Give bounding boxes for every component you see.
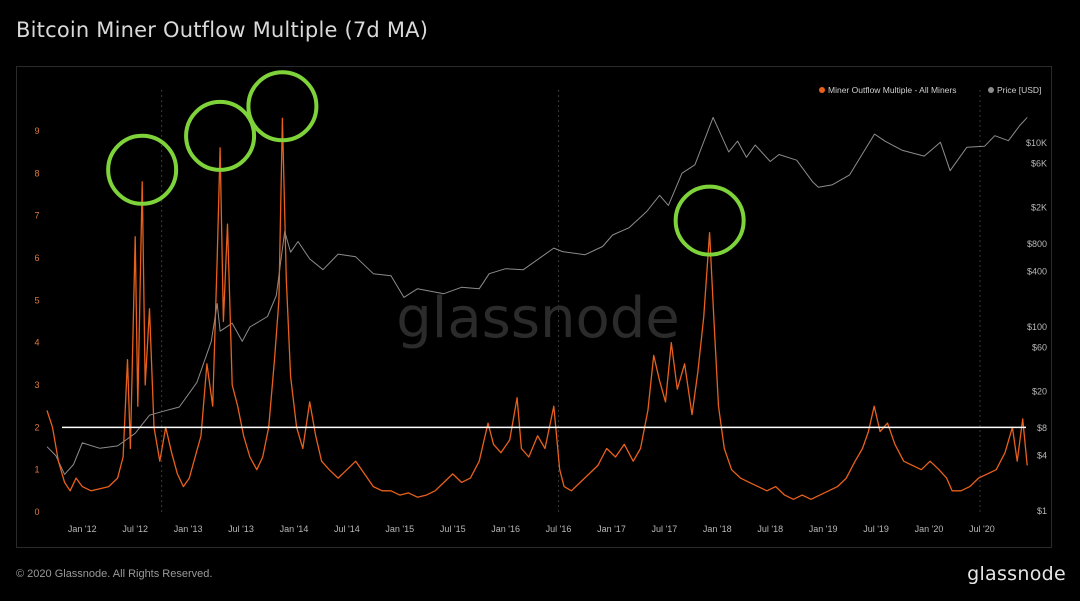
grid-layer <box>161 90 981 512</box>
highlight-layer <box>106 70 746 257</box>
x-tick-label: Jul '20 <box>969 524 995 534</box>
y-left-tick-label: 0 <box>34 507 39 517</box>
x-tick-label: Jan '15 <box>385 524 414 534</box>
x-tick-label: Jan '18 <box>703 524 732 534</box>
y-left-tick-label: 5 <box>34 295 39 305</box>
legend-label-miner: Miner Outflow Multiple - All Miners <box>828 85 956 95</box>
legend-swatch-miner <box>819 87 825 93</box>
y-left-tick-label: 6 <box>34 253 39 263</box>
y-right-tick-label: $6K <box>1031 158 1047 168</box>
x-tick-label: Jul '19 <box>863 524 889 534</box>
y-left-tick-label: 3 <box>34 380 39 390</box>
x-tick-label: Jul '17 <box>652 524 678 534</box>
peak-highlight-circle <box>673 184 746 257</box>
y-axis-right: $1 $4 $8 $20 $60 $100 $400 $800 $2K $6K $10K <box>1026 138 1047 516</box>
copyright-notice: © 2020 Glassnode. All Rights Reserved. <box>16 568 213 580</box>
legend-swatch-price <box>988 87 994 93</box>
x-tick-label: Jan '20 <box>915 524 944 534</box>
y-axis-left: 0 1 2 3 4 5 6 7 8 9 <box>34 126 39 517</box>
legend-label-price: Price [USD] <box>997 85 1041 95</box>
y-right-tick-label: $10K <box>1026 138 1047 148</box>
y-right-tick-label: $1 <box>1037 506 1047 516</box>
x-tick-label: Jan '19 <box>809 524 838 534</box>
y-right-tick-label: $20 <box>1032 386 1047 396</box>
x-tick-label: Jan '13 <box>174 524 203 534</box>
y-right-tick-label: $2K <box>1031 202 1047 212</box>
peak-highlight-circle <box>106 133 179 206</box>
y-right-tick-label: $60 <box>1032 342 1047 352</box>
peak-highlight-circle <box>246 70 319 143</box>
y-left-tick-label: 2 <box>34 422 39 432</box>
peak-highlight-circle <box>184 99 257 172</box>
y-left-tick-label: 7 <box>34 211 39 221</box>
y-right-tick-label: $4 <box>1037 451 1047 461</box>
y-left-tick-label: 9 <box>34 126 39 136</box>
page-title: Bitcoin Miner Outflow Multiple (7d MA) <box>16 18 429 42</box>
y-left-tick-label: 8 <box>34 168 39 178</box>
x-tick-label: Jul '16 <box>546 524 572 534</box>
price-series-line <box>46 116 1028 475</box>
y-right-tick-label: $8 <box>1037 423 1047 433</box>
x-tick-label: Jul '13 <box>228 524 254 534</box>
x-axis: Jan '12 Jul '12 Jan '13 Jul '13 Jan '14 Jul '… <box>68 524 995 534</box>
y-right-tick-label: $100 <box>1027 322 1047 332</box>
watermark: glassnode <box>396 286 680 351</box>
legend[interactable]: Miner Outflow Multiple - All Miners Price… <box>819 85 1041 95</box>
miner-outflow-series-line <box>46 117 1028 500</box>
y-left-tick-label: 4 <box>34 338 39 348</box>
x-tick-label: Jan '16 <box>491 524 520 534</box>
x-tick-label: Jan '12 <box>68 524 97 534</box>
miner-layer <box>46 117 1028 500</box>
price-layer <box>46 116 1028 475</box>
y-left-tick-label: 1 <box>34 465 39 475</box>
x-tick-label: Jul '14 <box>334 524 360 534</box>
y-right-tick-label: $400 <box>1027 267 1047 277</box>
y-right-tick-label: $800 <box>1027 239 1047 249</box>
x-tick-label: Jul '12 <box>122 524 148 534</box>
x-tick-label: Jan '14 <box>280 524 309 534</box>
brand-logo[interactable]: glassnode <box>967 563 1066 585</box>
x-tick-label: Jul '18 <box>757 524 783 534</box>
x-tick-label: Jan '17 <box>597 524 626 534</box>
x-tick-label: Jul '15 <box>440 524 466 534</box>
